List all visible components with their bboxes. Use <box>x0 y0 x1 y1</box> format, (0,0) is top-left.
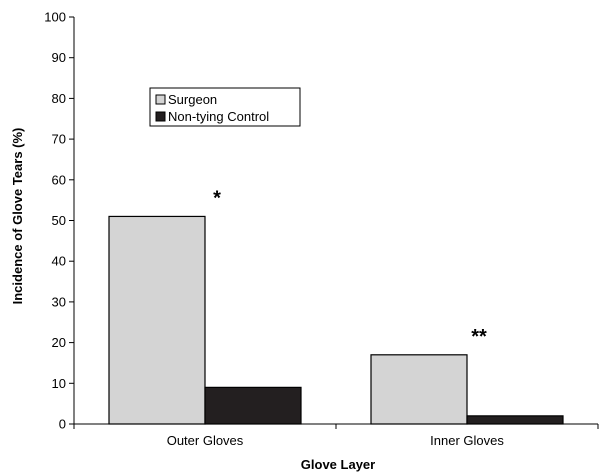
significance-annotation: ** <box>471 326 487 348</box>
y-tick-label: 0 <box>59 417 66 432</box>
significance-annotations: *** <box>213 187 487 347</box>
y-axis-title: Incidence of Glove Tears (%) <box>10 128 25 305</box>
y-tick-label: 50 <box>52 213 66 228</box>
legend-label: Surgeon <box>168 92 217 107</box>
y-axis: 0 10 20 30 40 50 60 70 80 90 100 <box>44 10 75 432</box>
y-tick-label: 10 <box>52 376 66 391</box>
y-tick-label: 80 <box>52 91 66 106</box>
y-tick-label: 100 <box>44 10 66 25</box>
bar-surgeon-inner <box>370 354 468 425</box>
bar-control-inner <box>466 415 564 425</box>
y-tick-label: 70 <box>52 132 66 147</box>
legend-swatch <box>155 111 166 122</box>
legend-box <box>149 87 301 127</box>
bars <box>108 215 564 425</box>
x-axis: Outer Gloves Inner Gloves <box>73 423 599 448</box>
y-tick-label: 20 <box>52 335 66 350</box>
x-category-label: Outer Gloves <box>167 433 244 448</box>
y-tick-label: 60 <box>52 172 66 187</box>
y-tick-label: 90 <box>52 50 66 65</box>
legend-label: Non-tying Control <box>168 109 269 124</box>
y-tick-label: 40 <box>52 254 66 269</box>
bar-surgeon-outer <box>108 215 206 425</box>
x-axis-title: Glove Layer <box>301 457 375 472</box>
significance-annotation: * <box>213 187 221 209</box>
x-category-label: Inner Gloves <box>430 433 504 448</box>
y-tick-label: 30 <box>52 294 66 309</box>
bar-control-outer <box>204 386 302 425</box>
legend-swatch <box>155 94 166 105</box>
legend: Surgeon Non-tying Control <box>149 87 301 127</box>
